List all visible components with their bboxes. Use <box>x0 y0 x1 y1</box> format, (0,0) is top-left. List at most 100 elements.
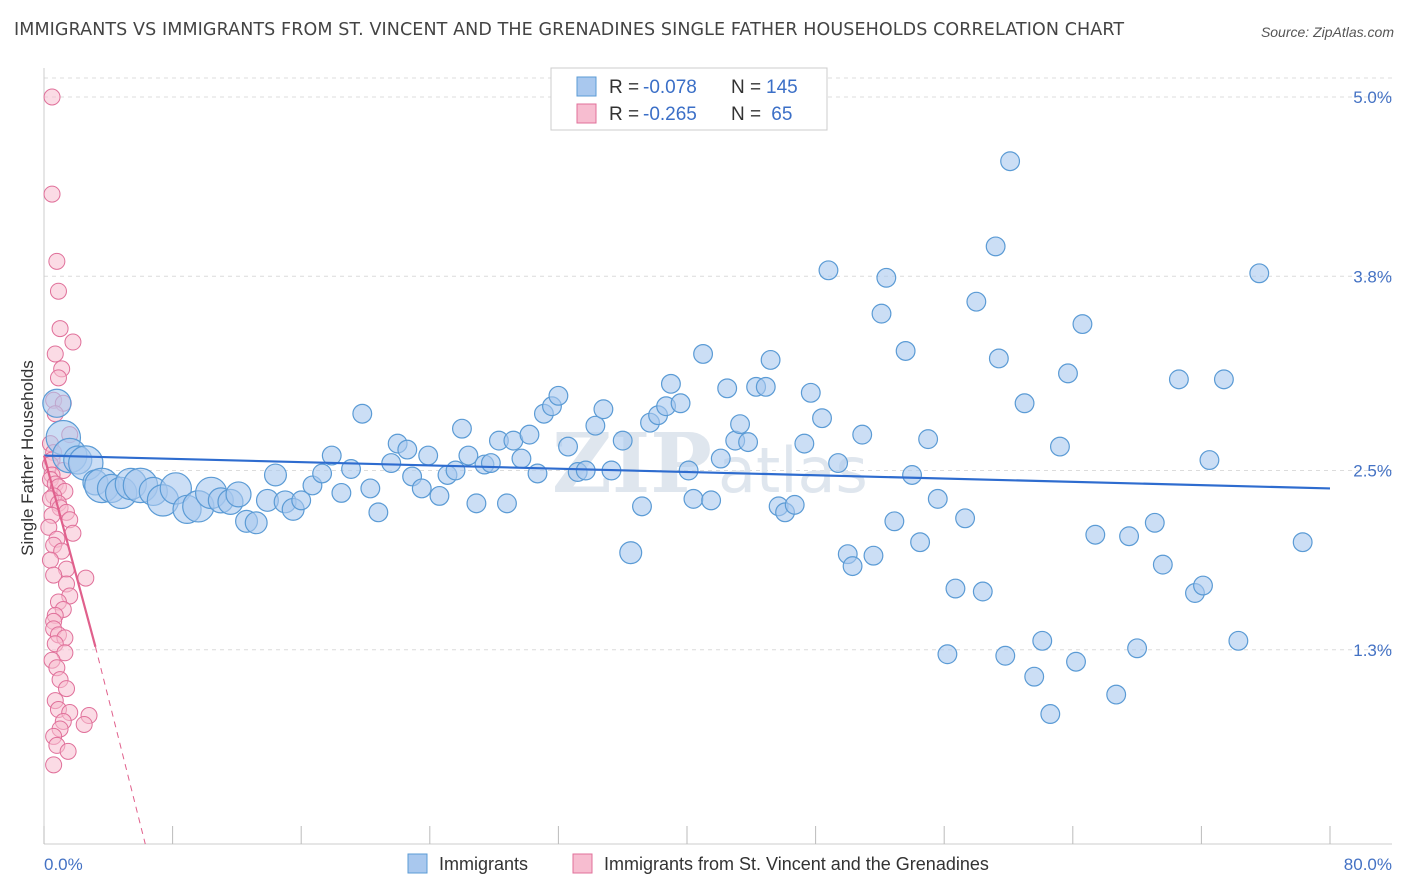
immigrants-point <box>593 399 614 420</box>
svg-point <box>56 644 74 662</box>
immigrants-point <box>368 502 389 523</box>
immigrants-point <box>451 418 472 439</box>
immigrants-point <box>1292 532 1313 553</box>
immigrants-point <box>42 388 72 418</box>
immigrants-point <box>678 460 699 481</box>
immigrants-point <box>1152 554 1173 575</box>
bottom-legend-label-svg: Immigrants from St. Vincent and the Gren… <box>604 854 989 874</box>
immigrants-point <box>738 432 759 453</box>
immigrants-point <box>1085 524 1106 545</box>
immigrants-point <box>955 508 976 529</box>
immigrants-point <box>1213 369 1234 390</box>
immigrants-point <box>397 439 418 460</box>
legend-r-value-2: -0.265 <box>643 104 697 125</box>
immigrants-point <box>548 385 569 406</box>
immigrants-point <box>945 578 966 599</box>
immigrants-point <box>918 429 939 450</box>
immigrants-point <box>818 260 839 281</box>
immigrants-point <box>1024 666 1045 687</box>
immigrants-point <box>480 453 501 473</box>
svg-point <box>49 369 67 387</box>
svg-point <box>49 282 67 300</box>
x-tick-label-max: 80.0% <box>1344 855 1392 874</box>
immigrants-point <box>784 494 805 515</box>
chart-title: IMMIGRANTS VS IMMIGRANTS FROM ST. VINCEN… <box>14 20 1125 40</box>
immigrants-point <box>927 488 948 509</box>
series-immigrants-points <box>42 151 1313 724</box>
svg-point <box>64 333 82 351</box>
immigrants-point <box>852 424 873 445</box>
immigrants-trend-line <box>43 454 1331 490</box>
immigrants-point <box>1228 630 1249 651</box>
y-tick-label: 1.3% <box>1353 641 1392 660</box>
immigrants-point <box>1249 263 1270 284</box>
svg-point <box>48 252 66 270</box>
trend-lines <box>42 454 1331 845</box>
immigrants-point <box>612 430 633 451</box>
immigrants-point <box>730 414 751 435</box>
immigrants-point <box>497 493 517 514</box>
y-axis-title: Single Father Households <box>18 360 37 556</box>
y-tick-label: 5.0% <box>1353 88 1392 107</box>
immigrants-point <box>445 460 466 481</box>
immigrants-point <box>1072 314 1093 335</box>
immigrants-point <box>988 348 1009 369</box>
correlation-legend: R = -0.078 N = 145 R = -0.265 N = 65 <box>550 67 828 131</box>
immigrants-point <box>884 511 905 532</box>
immigrants-point <box>1127 638 1148 659</box>
svg-trend-line-extension <box>94 646 146 845</box>
bottom-legend-label-immigrants: Immigrants <box>439 854 528 874</box>
legend-r-value-1: -0.078 <box>643 77 697 98</box>
svg-point <box>75 715 93 733</box>
immigrants-point <box>812 408 832 429</box>
svg-point <box>45 566 63 584</box>
svg-point <box>58 680 76 698</box>
immigrants-point <box>670 393 691 414</box>
y-tick-label: 3.8% <box>1353 267 1392 286</box>
svg-point <box>40 518 58 536</box>
immigrants-point <box>1168 369 1189 390</box>
immigrants-point <box>321 445 342 466</box>
immigrants-point <box>1058 363 1078 384</box>
immigrants-point <box>995 645 1016 666</box>
legend-n-value-1: 145 <box>766 77 798 98</box>
immigrants-point <box>701 490 722 511</box>
legend-swatch-svg <box>576 103 597 124</box>
immigrants-point <box>352 403 373 424</box>
grid-lines <box>44 77 1392 651</box>
immigrants-point <box>225 481 252 508</box>
immigrants-point <box>1144 512 1165 533</box>
immigrants-point <box>519 424 540 445</box>
immigrants-point <box>312 463 333 484</box>
immigrants-point <box>966 291 987 312</box>
immigrants-point <box>429 485 450 506</box>
immigrants-point <box>755 376 776 397</box>
immigrants-point <box>717 378 738 399</box>
svg-point <box>43 88 61 106</box>
bottom-legend-swatch-immigrants <box>407 853 428 874</box>
immigrants-point <box>660 373 681 394</box>
immigrants-point <box>876 267 897 288</box>
immigrants-point <box>985 236 1006 257</box>
y-tick-label: 2.5% <box>1353 462 1392 481</box>
immigrants-point <box>1199 450 1220 471</box>
immigrants-point <box>895 341 916 361</box>
immigrants-point <box>1049 436 1070 457</box>
immigrants-point <box>632 496 652 517</box>
immigrants-point <box>263 463 287 487</box>
immigrants-point <box>683 488 704 509</box>
immigrants-point <box>1014 393 1035 414</box>
immigrants-point <box>585 415 606 436</box>
immigrants-point <box>466 493 487 514</box>
svg-trend-line <box>42 455 97 648</box>
svg-point <box>46 345 64 363</box>
bottom-legend-swatch-svg <box>572 853 593 874</box>
svg-point <box>51 320 69 338</box>
immigrants-point <box>828 453 849 473</box>
x-tick-label-min: 0.0% <box>44 855 83 874</box>
svg-point <box>59 742 77 760</box>
immigrants-point <box>760 349 781 370</box>
legend-r-label-2: R = <box>609 104 639 125</box>
immigrants-point <box>910 532 931 553</box>
legend-swatch-immigrants <box>576 76 597 97</box>
